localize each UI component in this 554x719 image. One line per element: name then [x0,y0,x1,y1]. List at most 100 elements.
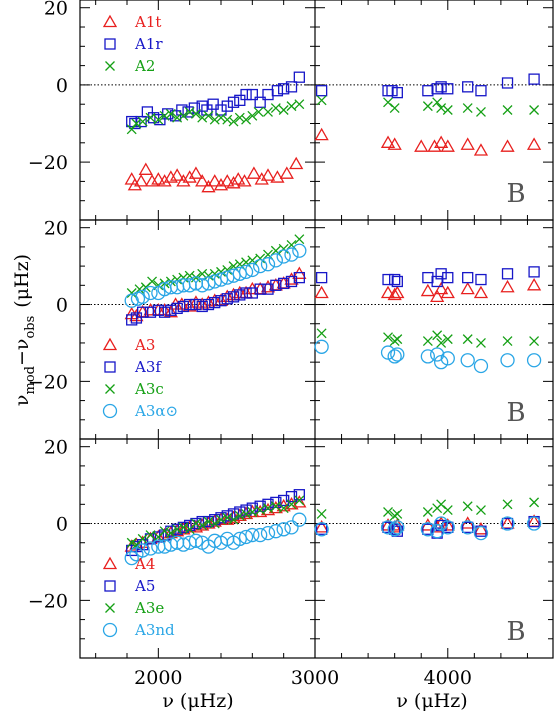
data-point [197,268,208,279]
data-point [216,514,226,525]
data-point [422,336,433,346]
data-point [442,105,453,115]
data-point [380,285,396,299]
legend-entry: A1r [134,35,163,53]
legend-entry: A5 [134,577,155,595]
legend-marker [102,622,118,638]
data-point [279,166,294,179]
data-point [440,139,455,152]
data-point [228,261,239,272]
data-point [165,276,176,287]
data-point [163,304,178,318]
data-point [285,81,298,93]
data-point [389,273,401,286]
data-point [247,507,258,517]
data-point [144,306,157,318]
x-tick-label: 4000 [424,667,472,689]
data-point [195,174,210,187]
data-point [176,174,191,187]
data-point [462,81,474,93]
data-point [215,295,227,307]
legend-marker [105,384,115,394]
legend-marker [102,403,118,419]
legend-marker [105,61,115,71]
data-point [220,270,235,285]
data-point [293,71,305,83]
data-point [475,273,487,286]
data-point [227,291,240,303]
data-point [270,496,282,509]
data-point [220,174,235,187]
data-point [434,135,449,148]
data-point [289,156,304,170]
data-point [387,287,402,301]
data-point [133,174,149,187]
data-point [221,100,233,112]
data-point [215,512,227,524]
data-point [314,127,329,141]
data-point [529,497,540,508]
data-point [382,85,394,97]
data-point [203,110,214,121]
data-point [141,106,154,118]
data-point [263,249,273,260]
data-point [209,518,220,529]
y-tick-label: 0 [56,514,68,536]
data-point [159,110,170,121]
data-point [246,166,262,179]
data-point [260,168,276,181]
data-point [159,278,170,289]
data-point [201,276,216,291]
data-point [182,299,197,312]
data-point [442,334,453,345]
data-point [268,524,283,539]
data-point [196,300,208,313]
data-point [529,105,540,115]
data-point [203,270,214,281]
data-point [462,521,474,534]
data-point [124,550,139,566]
data-point [209,268,220,279]
data-point [234,259,245,270]
data-point [440,351,455,366]
data-point [245,262,260,278]
data-point [440,518,455,531]
data-point [392,508,403,519]
data-point [246,88,258,101]
data-point [190,518,201,529]
data-point [143,541,158,556]
data-point [215,104,227,116]
data-point [314,522,329,537]
data-point [253,106,264,117]
data-point [420,522,436,537]
data-point [278,277,290,290]
data-point [420,283,435,297]
data-point [151,172,166,185]
data-point [390,285,405,299]
data-point [432,330,443,341]
data-point [131,118,142,129]
data-point [382,521,394,534]
data-point [473,358,489,374]
legend-entry: A3c [134,380,164,398]
data-point [276,522,291,537]
data-point [184,106,195,117]
data-point [143,285,158,301]
data-point [172,524,183,535]
data-point [462,271,474,284]
data-point [253,527,268,543]
data-point [422,85,434,97]
data-point [226,176,241,189]
data-point [262,283,274,295]
data-point [270,501,281,512]
data-point [176,521,191,535]
data-point [195,278,210,293]
legend-marker [104,38,116,50]
data-point [241,508,252,519]
data-point [427,139,442,152]
data-point [286,101,297,112]
data-point [392,334,403,345]
data-point [460,520,475,535]
data-point [227,96,240,108]
data-point [462,103,473,114]
